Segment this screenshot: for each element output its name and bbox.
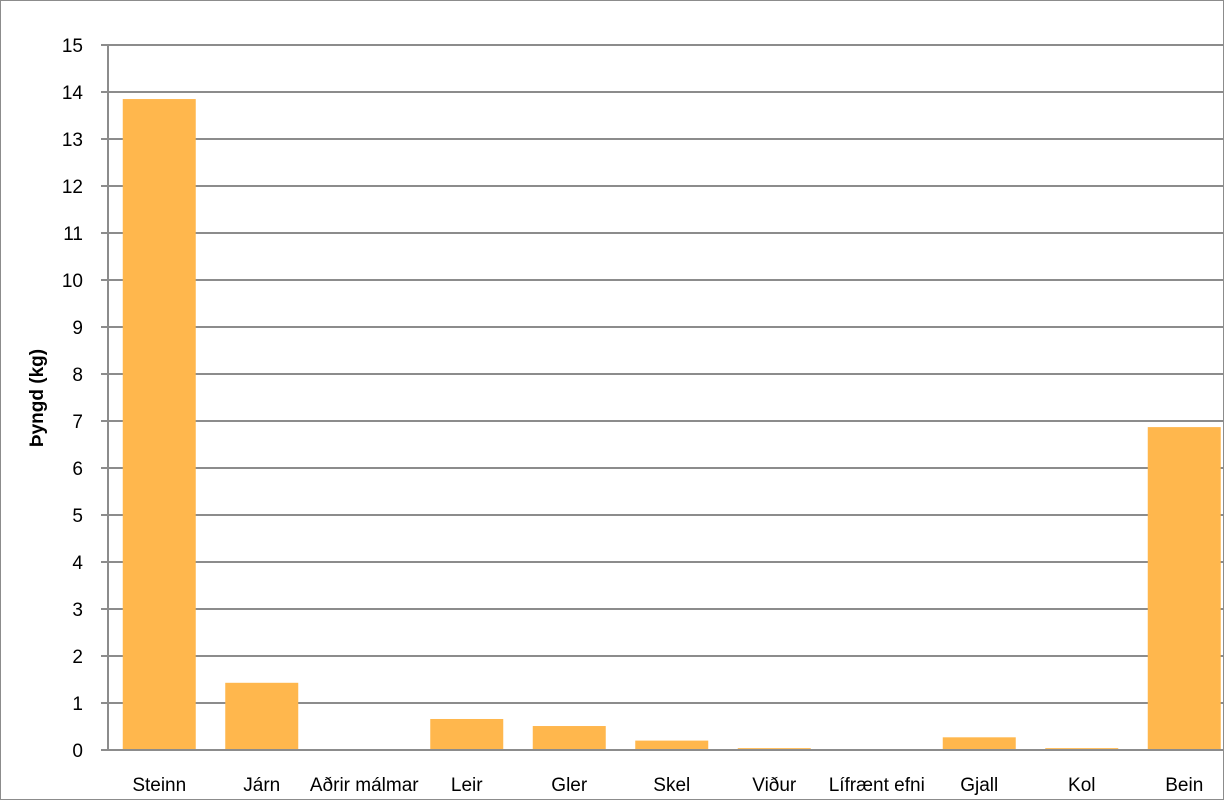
y-tick-label: 5 (72, 506, 83, 527)
x-tick-labels: Steinn Járn Aðrir málmar Leir Gler Skel Viður L… (132, 775, 1203, 796)
bar (225, 682, 299, 750)
axes (107, 45, 1224, 751)
x-tick-label: Járn (243, 775, 280, 796)
y-tick-label: 10 (62, 271, 83, 292)
y-tick-label: 14 (62, 83, 84, 104)
bar (635, 740, 709, 750)
x-tick-label: Gler (551, 775, 588, 796)
y-tick-label: 15 (62, 36, 83, 57)
x-tick-label: Steinn (132, 775, 186, 796)
y-tick-label: 11 (63, 224, 83, 245)
bar (942, 737, 1016, 750)
y-axis-title: Þyngd (kg) (27, 349, 48, 447)
gridlines (101, 44, 1224, 751)
y-tick-label: 9 (72, 318, 83, 339)
x-tick-label: Bein (1165, 775, 1203, 796)
bar (1147, 427, 1221, 750)
y-tick-label: 2 (72, 647, 83, 668)
bars (122, 99, 1221, 751)
y-tick-label: 7 (72, 412, 83, 433)
y-tick-label: 4 (72, 553, 83, 574)
x-tick-label: Aðrir málmar (310, 775, 419, 796)
x-tick-label: Kol (1068, 775, 1095, 796)
bar (532, 726, 606, 750)
y-tick-label: 8 (72, 365, 83, 386)
bar (122, 99, 196, 751)
y-tick-label: 6 (72, 459, 83, 480)
y-tick-label: 13 (62, 130, 83, 151)
x-tick-label: Lífrænt efni (829, 775, 925, 796)
x-tick-label: Leir (451, 775, 483, 796)
bar (430, 718, 504, 750)
y-tick-label: 3 (72, 600, 83, 621)
x-tick-label: Gjall (960, 775, 998, 796)
x-tick-label: Viður (752, 775, 797, 796)
y-tick-label: 1 (72, 694, 83, 715)
x-tick-label: Skel (653, 775, 690, 796)
y-tick-label: 0 (72, 741, 83, 762)
y-tick-label: 12 (62, 177, 83, 198)
